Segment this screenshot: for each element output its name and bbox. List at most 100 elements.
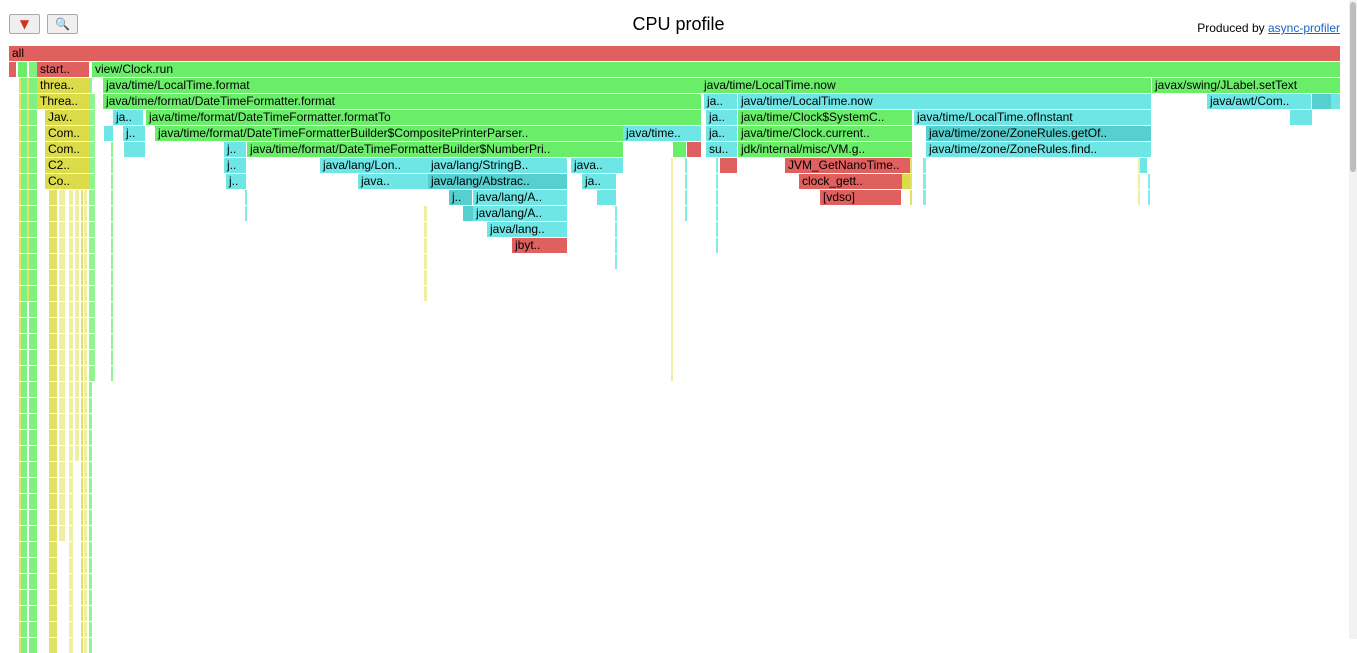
flame-sliver[interactable] xyxy=(21,622,27,637)
flame-sliver[interactable] xyxy=(111,190,113,205)
flame-sliver[interactable] xyxy=(69,638,73,653)
flame-sliver[interactable] xyxy=(21,494,27,509)
flame-sliver[interactable] xyxy=(89,302,92,317)
flame-sliver[interactable] xyxy=(75,206,79,221)
flame-frame[interactable]: java.. xyxy=(358,174,428,189)
flame-sliver[interactable] xyxy=(29,366,37,381)
flame-sliver[interactable] xyxy=(671,174,673,189)
flame-sliver[interactable] xyxy=(69,334,73,349)
flame-sliver[interactable] xyxy=(27,142,29,157)
flame-sliver[interactable] xyxy=(21,78,27,93)
flame-sliver[interactable] xyxy=(69,446,73,461)
flame-sliver[interactable] xyxy=(49,286,57,301)
flame-sliver[interactable] xyxy=(19,398,21,413)
flame-sliver[interactable] xyxy=(29,430,37,445)
flame-sliver[interactable] xyxy=(81,574,83,589)
flame-frame[interactable]: j.. xyxy=(123,126,145,141)
flame-sliver[interactable] xyxy=(111,206,113,221)
flame-sliver[interactable] xyxy=(29,462,37,477)
flame-sliver[interactable] xyxy=(685,190,687,205)
flame-sliver[interactable] xyxy=(19,126,21,141)
flame-sliver[interactable] xyxy=(49,462,57,477)
flame-sliver[interactable] xyxy=(59,254,65,269)
flame-frame[interactable]: java/time/LocalTime.ofInstant xyxy=(914,110,1151,125)
flame-frame[interactable]: java/lang/Lon.. xyxy=(320,158,428,173)
flame-sliver[interactable] xyxy=(29,398,37,413)
flame-sliver[interactable] xyxy=(49,526,57,541)
flame-sliver[interactable] xyxy=(75,302,79,317)
flame-frame[interactable]: su.. xyxy=(706,142,737,157)
flame-sliver[interactable] xyxy=(92,286,95,301)
flame-sliver[interactable] xyxy=(89,238,92,253)
flame-sliver[interactable] xyxy=(29,238,37,253)
flame-frame[interactable]: java/time/zone/ZoneRules.getOf.. xyxy=(926,126,1151,141)
flame-sliver[interactable] xyxy=(84,366,87,381)
flame-sliver[interactable] xyxy=(671,254,673,269)
flame-sliver[interactable] xyxy=(671,286,673,301)
flame-sliver[interactable] xyxy=(89,542,92,557)
flame-sliver[interactable] xyxy=(59,238,65,253)
flame-sliver[interactable] xyxy=(19,286,21,301)
flame-sliver[interactable] xyxy=(84,494,87,509)
flame-sliver[interactable] xyxy=(89,366,92,381)
flame-sliver[interactable] xyxy=(29,302,37,317)
flame-sliver[interactable] xyxy=(49,430,57,445)
flame-sliver[interactable] xyxy=(49,638,57,653)
flame-sliver[interactable] xyxy=(111,350,113,365)
flame-sliver[interactable] xyxy=(84,606,87,621)
flame-frame[interactable]: ja.. xyxy=(706,126,737,141)
flame-sliver[interactable] xyxy=(19,78,21,93)
flame-frame[interactable]: java/time.. xyxy=(623,126,701,141)
flame-sliver[interactable] xyxy=(89,126,92,141)
flame-sliver[interactable] xyxy=(49,270,57,285)
flame-sliver[interactable] xyxy=(59,398,65,413)
flame-sliver[interactable] xyxy=(59,510,65,525)
flame-sliver[interactable] xyxy=(49,414,57,429)
flame-sliver[interactable] xyxy=(69,270,73,285)
flame-frame[interactable]: java/time/zone/ZoneRules.find.. xyxy=(926,142,1151,157)
flame-sliver[interactable] xyxy=(21,382,27,397)
flame-sliver[interactable] xyxy=(19,94,21,109)
flame-sliver[interactable] xyxy=(92,142,95,157)
flame-sliver[interactable] xyxy=(29,62,37,77)
flame-sliver[interactable] xyxy=(19,318,21,333)
flame-sliver[interactable] xyxy=(111,366,113,381)
reverse-button[interactable]: ▼ xyxy=(9,14,40,34)
flame-sliver[interactable] xyxy=(29,142,37,157)
flame-sliver[interactable] xyxy=(92,174,95,189)
flame-sliver[interactable] xyxy=(84,558,87,573)
flame-sliver[interactable] xyxy=(19,270,21,285)
flame-sliver[interactable] xyxy=(92,302,95,317)
flame-sliver[interactable] xyxy=(19,158,21,173)
flame-sliver[interactable] xyxy=(19,254,21,269)
flame-sliver[interactable] xyxy=(111,334,113,349)
flame-sliver[interactable] xyxy=(92,238,95,253)
flame-frame[interactable]: start.. xyxy=(37,62,89,77)
flame-sliver[interactable] xyxy=(75,190,79,205)
flame-sliver[interactable] xyxy=(92,110,95,125)
flame-sliver[interactable] xyxy=(19,446,21,461)
flame-sliver[interactable] xyxy=(89,462,92,477)
flame-sliver[interactable] xyxy=(92,94,95,109)
flame-frame-unlabeled[interactable] xyxy=(687,142,701,157)
flame-sliver[interactable] xyxy=(69,494,73,509)
flame-sliver[interactable] xyxy=(910,190,912,205)
flame-sliver[interactable] xyxy=(424,286,427,301)
flame-sliver[interactable] xyxy=(75,222,79,237)
flame-sliver[interactable] xyxy=(29,78,37,93)
flame-sliver[interactable] xyxy=(19,606,21,621)
flame-sliver[interactable] xyxy=(59,222,65,237)
flame-sliver[interactable] xyxy=(19,526,21,541)
flame-sliver[interactable] xyxy=(29,206,37,221)
flame-sliver[interactable] xyxy=(29,526,37,541)
flame-sliver[interactable] xyxy=(84,510,87,525)
flame-sliver[interactable] xyxy=(81,222,83,237)
flame-frame-unlabeled[interactable] xyxy=(104,126,113,141)
flame-sliver[interactable] xyxy=(19,574,21,589)
flame-frame[interactable]: java/time/format/DateTimeFormatter.forma… xyxy=(146,110,701,125)
flame-sliver[interactable] xyxy=(84,382,87,397)
flame-sliver[interactable] xyxy=(49,510,57,525)
flame-sliver[interactable] xyxy=(49,446,57,461)
flame-sliver[interactable] xyxy=(89,446,92,461)
